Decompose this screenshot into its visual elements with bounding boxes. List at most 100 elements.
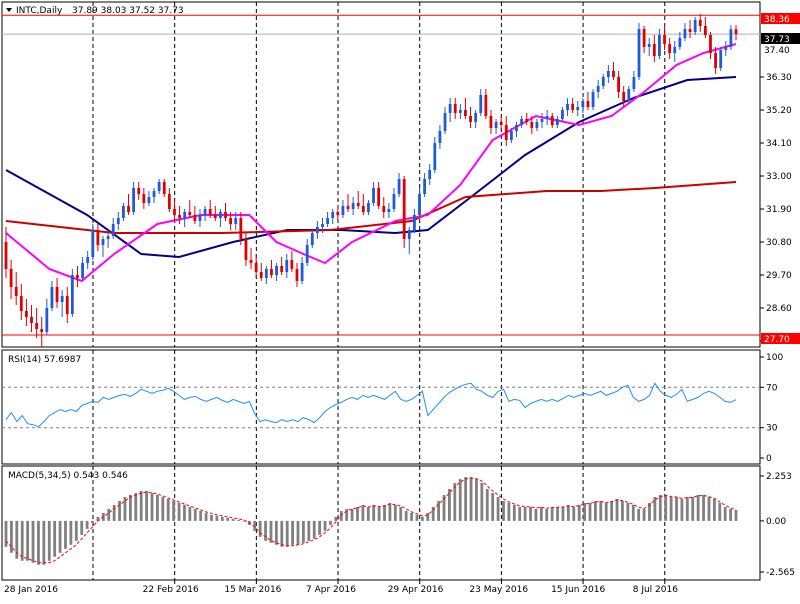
macd-histogram-bar <box>156 494 159 521</box>
macd-histogram-bar <box>518 506 522 521</box>
price-axis-label: 34.10 <box>766 139 792 149</box>
candle <box>596 80 600 98</box>
candle-body <box>652 44 656 56</box>
macd-histogram-bar <box>648 502 651 521</box>
candle-body <box>229 218 233 224</box>
candle-body <box>81 263 84 278</box>
candle-body <box>433 143 437 170</box>
candle-body <box>152 191 156 197</box>
candle-body <box>678 38 682 47</box>
candle <box>137 182 141 200</box>
candle-body <box>305 245 309 263</box>
candle <box>361 194 365 215</box>
rsi-line <box>5 382 737 428</box>
candle-body <box>101 239 105 245</box>
candle <box>106 230 110 248</box>
candle-body <box>596 86 600 92</box>
macd-histogram-bar <box>139 491 143 521</box>
candle <box>458 104 462 119</box>
axis-layer: 36.30 35.20 34.10 33.00 31.90 30.80 29.70 28.60… <box>4 73 795 595</box>
candle <box>530 116 534 134</box>
candle <box>25 299 28 326</box>
macd-axis-label: -2.565 <box>766 568 795 578</box>
macd-histogram-bar <box>496 496 500 521</box>
macd-histogram-bar <box>718 502 722 521</box>
candle <box>407 227 411 254</box>
candle <box>50 281 54 311</box>
candle <box>116 212 120 230</box>
price-axis-label: 30.80 <box>766 238 792 248</box>
candle <box>525 113 529 125</box>
candle <box>433 137 437 173</box>
candle-body <box>65 296 69 314</box>
candle <box>173 200 176 221</box>
candle <box>19 284 23 320</box>
candle <box>81 257 84 281</box>
candle-body <box>295 269 299 281</box>
candle <box>377 182 381 209</box>
candle <box>734 25 738 41</box>
macd-histogram-bar <box>453 483 457 521</box>
candle <box>709 32 712 59</box>
candle <box>714 47 717 74</box>
macd-signal-line <box>5 477 737 564</box>
candle-body <box>637 29 641 77</box>
candle <box>586 92 590 110</box>
candle-body <box>116 218 120 224</box>
candle <box>683 23 687 41</box>
candle <box>474 110 478 128</box>
candle <box>617 71 620 98</box>
macd-histogram-bar <box>669 496 673 521</box>
macd-histogram-bar <box>85 520 89 529</box>
macd-histogram-bar <box>172 500 176 521</box>
candle <box>489 110 493 134</box>
candle-body <box>19 296 23 311</box>
candle <box>208 200 212 218</box>
candle <box>259 263 263 281</box>
candle-body <box>555 119 559 125</box>
macd-layer <box>4 477 738 565</box>
candle-body <box>234 218 238 224</box>
moving-average-line <box>5 43 737 283</box>
macd-histogram-bar <box>242 520 246 522</box>
macd-histogram-bar <box>626 502 630 521</box>
candle <box>494 119 498 134</box>
candle-body <box>515 125 518 131</box>
candle <box>91 224 95 260</box>
macd-histogram-bar <box>264 520 267 541</box>
symbol-dropdown-icon[interactable] <box>6 8 12 12</box>
macd-histogram-bar <box>69 520 73 545</box>
candle-body <box>663 35 666 44</box>
macd-histogram-bar <box>15 520 19 559</box>
candle-body <box>489 116 493 128</box>
rsi-axis-label: 30 <box>766 424 778 434</box>
upper-level-tag: 38.36 <box>761 13 800 25</box>
candle <box>96 224 100 251</box>
candle-body <box>734 29 738 35</box>
candle <box>264 266 268 284</box>
candle-body <box>423 179 427 194</box>
macd-histogram-bar <box>712 498 716 521</box>
macd-histogram-bar <box>420 516 424 521</box>
candle <box>387 203 391 218</box>
candle <box>157 179 161 194</box>
candle <box>688 20 692 38</box>
macd-histogram-bar <box>210 514 213 521</box>
candle <box>693 17 697 35</box>
macd-histogram-bar <box>723 506 727 521</box>
candle-body <box>244 239 248 260</box>
candle-body <box>91 230 95 257</box>
macd-histogram-bar <box>31 520 35 563</box>
macd-histogram-bar <box>226 517 230 521</box>
candle <box>673 41 677 62</box>
candle-body <box>96 230 100 245</box>
macd-histogram-bar <box>26 520 30 561</box>
candle-body <box>581 101 585 107</box>
candle-body <box>270 269 273 275</box>
price-tick-top: 37.40 <box>764 46 790 56</box>
macd-histogram-bar <box>37 520 40 565</box>
candle <box>464 98 467 119</box>
macd-histogram-bar <box>734 509 738 521</box>
